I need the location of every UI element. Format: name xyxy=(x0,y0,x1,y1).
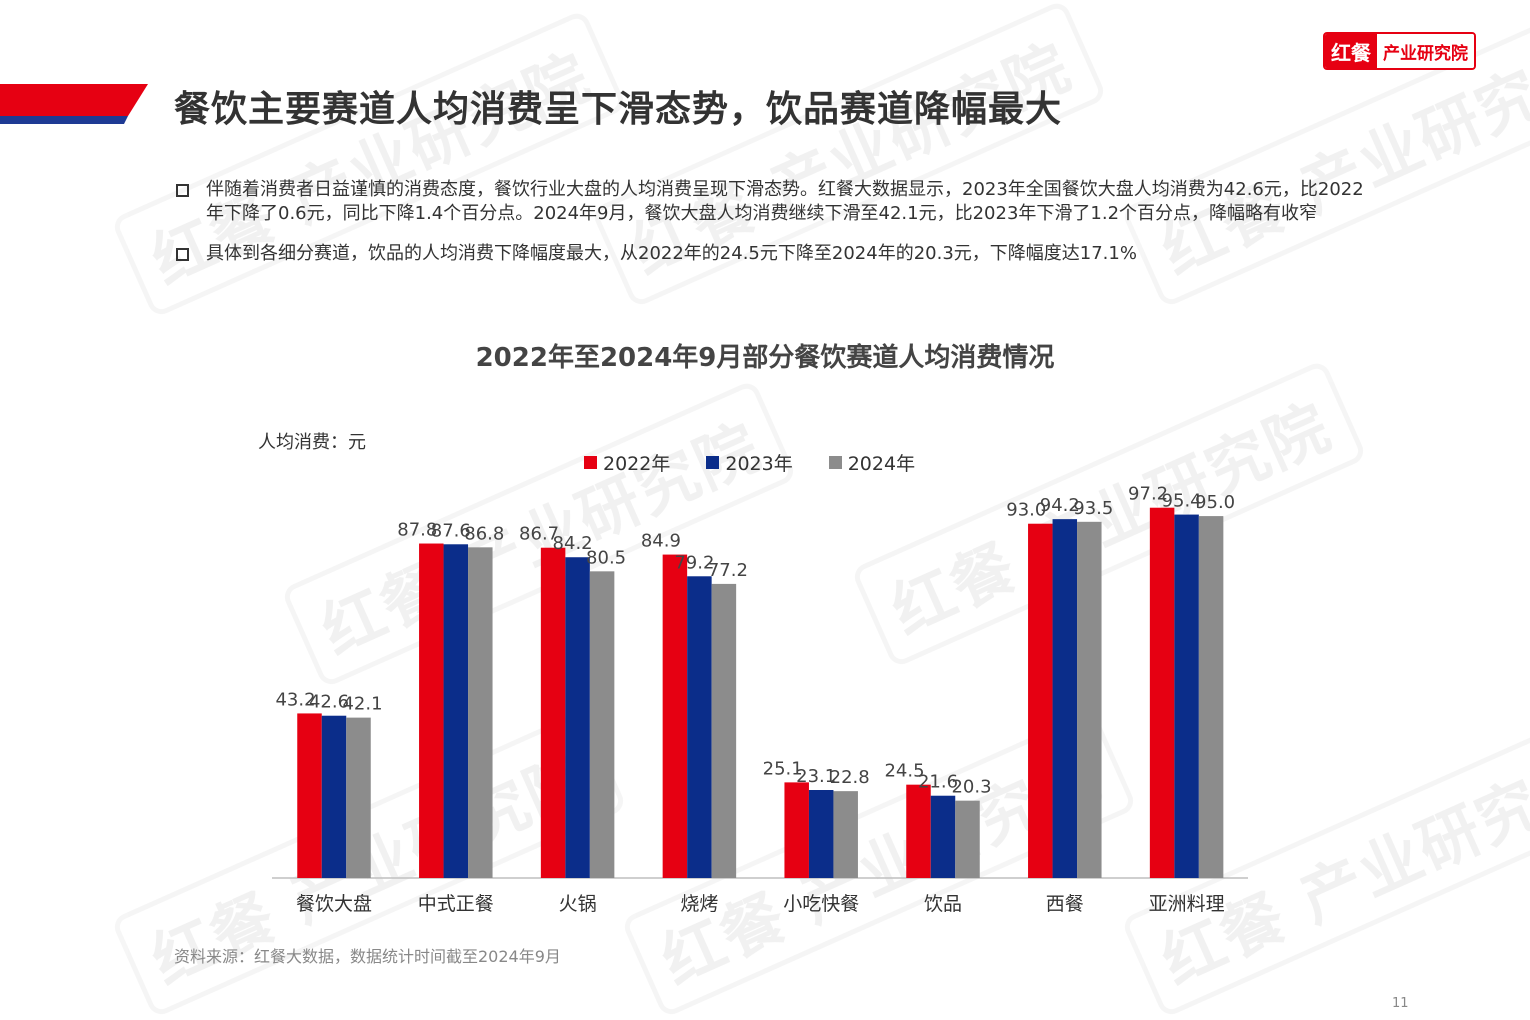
bar-2022年-火锅 xyxy=(540,547,566,878)
data-label: 97.2 xyxy=(1128,484,1168,505)
brand-logo: 红餐 产业研究院 xyxy=(1323,32,1476,70)
legend-label: 2022年 xyxy=(603,453,671,475)
bar-2023年-小吃快餐 xyxy=(808,790,834,878)
title-accent-bar xyxy=(0,84,148,124)
source-note: 资料来源：红餐大数据，数据统计时间截至2024年9月 xyxy=(174,947,561,966)
data-label: 24.5 xyxy=(884,761,924,782)
data-label: 20.3 xyxy=(951,777,991,798)
category-tick-label: 火锅 xyxy=(559,893,597,915)
bar-2023年-烧烤 xyxy=(687,576,712,878)
bar-2022年-餐饮大盘 xyxy=(297,713,322,878)
category-tick-label: 小吃快餐 xyxy=(783,893,859,915)
chart-title-text: 2022年至2024年9月部分餐饮赛道人均消费情况 xyxy=(475,343,1055,373)
bar-2024年-小吃快餐 xyxy=(833,791,858,878)
data-label: 87.8 xyxy=(397,520,437,541)
bullet-text: 伴随着消费者日益谨慎的消费态度，餐饮行业大盘的人均消费呈现下滑态势。红餐大数据显… xyxy=(206,179,1364,224)
data-label: 23.1 xyxy=(796,766,836,787)
bullet-square-icon xyxy=(176,248,189,261)
category-tick-label: 烧烤 xyxy=(680,893,718,915)
bar-2022年-西餐 xyxy=(1028,523,1053,878)
bar-2023年-亚洲料理 xyxy=(1174,514,1199,878)
data-label: 86.7 xyxy=(519,524,559,545)
logo-text: 产业研究院 xyxy=(1377,34,1474,68)
data-label: 95.0 xyxy=(1195,492,1235,513)
bullet-item: 伴随着消费者日益谨慎的消费态度，餐饮行业大盘的人均消费呈现下滑态势。红餐大数据显… xyxy=(174,178,1374,226)
category-tick-label: 亚洲料理 xyxy=(1149,893,1225,915)
bullet-item: 具体到各细分赛道，饮品的人均消费下降幅度最大，从2022年的24.5元下降至20… xyxy=(174,242,1374,266)
bar-2024年-西餐 xyxy=(1077,521,1102,878)
logo-brand: 红餐 xyxy=(1325,34,1377,68)
bar-2022年-饮品 xyxy=(906,784,931,878)
bar-2024年-中式正餐 xyxy=(468,547,493,878)
data-label: 93.0 xyxy=(1006,500,1046,521)
category-tick-label: 西餐 xyxy=(1046,893,1084,915)
legend-swatch xyxy=(584,456,597,469)
data-label: 42.1 xyxy=(342,694,382,715)
chart-legend: 2022年 2023年 2024年 xyxy=(584,449,951,476)
bar-2023年-火锅 xyxy=(565,557,590,878)
legend-item-2022: 2022年 xyxy=(584,449,670,476)
data-label: 93.5 xyxy=(1073,498,1113,519)
category-tick-label: 餐饮大盘 xyxy=(296,893,372,915)
bar-2023年-餐饮大盘 xyxy=(321,715,347,878)
data-label: 94.2 xyxy=(1040,495,1080,516)
legend-swatch xyxy=(828,456,842,469)
data-label: 22.8 xyxy=(830,767,870,788)
category-tick-label: 中式正餐 xyxy=(418,893,494,915)
chart-title: 2022年至2024年9月部分餐饮赛道人均消费情况 xyxy=(0,337,1530,374)
bar-2024年-烧烤 xyxy=(711,583,737,878)
data-label: 80.5 xyxy=(586,547,626,568)
bar-2024年-火锅 xyxy=(589,571,615,878)
category-tick-label: 饮品 xyxy=(924,893,962,915)
page-number: 11 xyxy=(1392,996,1409,1011)
legend-label: 2023年 xyxy=(725,453,793,475)
legend-item-2024: 2024年 xyxy=(828,449,916,476)
bar-2022年-亚洲料理 xyxy=(1149,507,1175,878)
bar-2022年-中式正餐 xyxy=(419,543,444,878)
legend-swatch xyxy=(706,456,720,469)
bar-2023年-中式正餐 xyxy=(443,544,469,878)
data-label: 95.4 xyxy=(1162,491,1202,512)
y-axis-unit-label: 人均消费：元 xyxy=(258,432,366,453)
bar-2023年-饮品 xyxy=(930,795,956,878)
bullet-list: 伴随着消费者日益谨慎的消费态度，餐饮行业大盘的人均消费呈现下滑态势。红餐大数据显… xyxy=(174,178,1374,282)
data-label: 77.2 xyxy=(708,560,748,581)
data-label: 84.9 xyxy=(641,531,681,552)
bar-2024年-饮品 xyxy=(955,800,980,878)
legend-label: 2024年 xyxy=(847,453,916,475)
data-label: 43.2 xyxy=(275,689,315,710)
bar-2023年-西餐 xyxy=(1052,519,1078,878)
data-label: 87.6 xyxy=(431,520,471,541)
data-label: 42.6 xyxy=(309,692,349,713)
data-label: 21.6 xyxy=(918,772,958,793)
data-label: 25.1 xyxy=(763,758,803,779)
bar-2022年-烧烤 xyxy=(662,554,688,878)
bar-2022年-小吃快餐 xyxy=(784,782,809,878)
bar-2024年-餐饮大盘 xyxy=(346,717,371,878)
bullet-square-icon xyxy=(176,184,189,197)
data-label: 86.8 xyxy=(464,523,504,544)
data-label: 79.2 xyxy=(674,552,714,573)
legend-item-2023: 2023年 xyxy=(706,449,793,476)
data-label: 84.2 xyxy=(553,533,593,554)
bar-2024年-亚洲料理 xyxy=(1198,516,1224,878)
page-title: 餐饮主要赛道人均消费呈下滑态势，饮品赛道降幅最大 xyxy=(174,89,1063,130)
bullet-text: 具体到各细分赛道，饮品的人均消费下降幅度最大，从2022年的24.5元下降至20… xyxy=(206,243,1137,264)
